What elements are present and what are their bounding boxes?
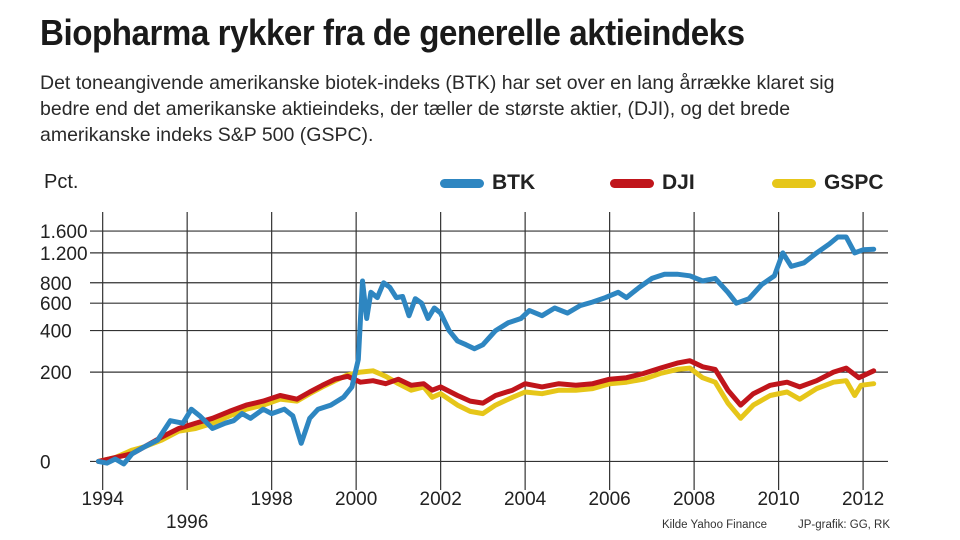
y-axis-label: Pct. (44, 171, 79, 193)
y-tick-label: 200 (40, 363, 72, 384)
series-line-dji (95, 358, 877, 464)
y-tick-label: 600 (40, 294, 72, 315)
x-tick-label: 1998 (251, 489, 293, 510)
chart-legend: BTK DJI GSPC (0, 171, 960, 195)
chart-title: Biopharma rykker fra de generelle aktiei… (40, 12, 745, 53)
chart-subtitle: Det toneangivende amerikanske biotek-ind… (40, 72, 835, 146)
grid-layer (90, 212, 888, 490)
legend-item-dji: DJI (610, 171, 695, 195)
credit-note: JP-grafik: GG, RK (798, 519, 891, 531)
x-tick-label: 2010 (757, 489, 799, 510)
legend-item-btk: BTK (440, 171, 535, 195)
legend-swatch-gspc (772, 178, 816, 188)
legend-label-btk: BTK (492, 171, 536, 194)
legend-label-gspc: GSPC (824, 171, 884, 194)
x-tick-label: 2008 (673, 489, 715, 510)
legend-swatch-btk (440, 178, 484, 188)
x-tick-label: 1994 (82, 489, 125, 510)
legend-swatch-dji (610, 178, 654, 188)
series-line-gspc (95, 365, 877, 464)
series-layer (95, 234, 877, 467)
x-tick-label: 2006 (588, 489, 630, 510)
y-tick-label: 1.600 (40, 222, 88, 243)
y-tick-label: 0 (40, 452, 51, 473)
x-tick-label: 2004 (504, 489, 547, 510)
legend-item-gspc: GSPC (772, 171, 884, 195)
y-tick-label: 800 (40, 274, 72, 295)
series-line-btk (95, 234, 877, 467)
legend-label-dji: DJI (662, 171, 695, 194)
x-tick-label: 2012 (842, 489, 884, 510)
y-tick-label: 1.200 (40, 244, 88, 265)
y-tick-label: 400 (40, 322, 72, 343)
x-tick-label: 2002 (420, 489, 462, 510)
x-tick-label: 2000 (335, 489, 377, 510)
x-tick-label: 1996 (166, 512, 208, 533)
source-note: Kilde Yahoo Finance (662, 519, 768, 531)
